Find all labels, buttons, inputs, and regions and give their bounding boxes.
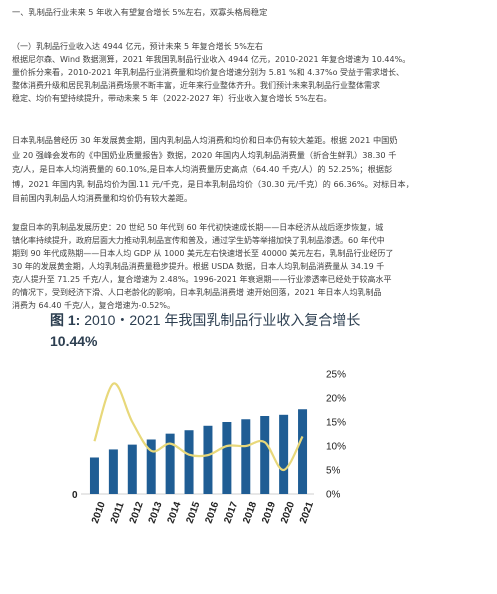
text-line: 消费为 64.40 千克/人，复合增速为-0.52%。 (12, 301, 175, 310)
revenue-bar (203, 425, 213, 494)
figure-label: 图 1: (50, 312, 85, 328)
revenue-bar (89, 457, 99, 494)
right-axis-tick-label: 25% (326, 370, 346, 381)
revenue-bar (108, 449, 118, 494)
right-axis-tick-label: 5% (326, 466, 341, 477)
revenue-bar (165, 433, 175, 494)
revenue-bar (146, 439, 156, 494)
x-axis-year-label: 2010 (90, 500, 108, 525)
text-line: 稳定、均价有望持续提升，带动未来 5 年（2022-2027 年）行业收入复合增… (12, 94, 332, 103)
x-axis-year-label: 2018 (241, 500, 259, 525)
x-axis-year-label: 2021 (298, 500, 316, 525)
section-heading: 一、乳制品行业未来 5 年收入有望复合增长 5%左右，双寡头格局稳定 (12, 7, 268, 17)
revenue-bar (279, 414, 289, 494)
figure-caption-line2: 10.44% (50, 333, 98, 349)
x-axis-year-label: 2013 (147, 500, 165, 525)
right-axis-tick-label: 10% (326, 442, 346, 453)
text-line: 复盘日本的乳制品发展历史：20 世纪 50 年代到 60 年代初快速成长期——日… (12, 223, 384, 232)
text-line: 克/人，是日本人均消费量的 60.10%,是日本人均消费量历史高点（64.40 … (12, 164, 393, 174)
paragraph-revenue: （一）乳制品行业收入达 4944 亿元，预计未来 5 年复合增长 5%左右 根据… (12, 40, 410, 105)
revenue-bar (127, 444, 137, 494)
x-axis-year-label: 2020 (279, 500, 297, 525)
text-line: 期到 90 年代成熟期——日本人均 GDP 从 1000 美元左右快速增长至 4… (12, 249, 394, 258)
text-line: 目前国内乳制品人均消费量和均价仍有较大差距。 (12, 193, 193, 203)
revenue-bar (260, 416, 270, 494)
text-line: 根据尼尔森、Wind 数据测算，2021 年我国乳制品行业收入 4944 亿元，… (12, 55, 411, 64)
subheading: （一）乳制品行业收入达 4944 亿元，预计未来 5 年复合增长 5%左右 (12, 42, 263, 51)
x-axis-year-label: 2017 (222, 500, 240, 525)
text-line: 克/人提升至 71.25 千克/人，复合增速为 2.48%。1996-2021 … (12, 275, 392, 284)
figure-caption: 2010・2021 年我国乳制品行业收入复合增长 (84, 312, 361, 328)
x-axis-year-label: 2012 (128, 500, 146, 525)
revenue-bar (298, 409, 308, 494)
text-line: 日本乳制品曾经历 30 年发展黄金期，国内乳制品人均消费和均价和日本仍有较大差距… (12, 135, 398, 145)
text-line: 的情况下，受到经济下滑、人口老龄化的影响，日本乳制品消费增 速开始回落，2021… (12, 288, 382, 297)
figure-title: 图 1: 2010・2021 年我国乳制品行业收入复合增长 10.44% (50, 310, 360, 352)
text-line: 镇化率持续提升，政府层面大力推动乳制品宣传和普及，通过学生奶等举措加快了乳制品渗… (12, 236, 385, 245)
x-axis-year-label: 2011 (109, 500, 127, 525)
paragraph-japan-history: 复盘日本的乳制品发展历史：20 世纪 50 年代到 60 年代初快速成长期——日… (12, 221, 394, 312)
revenue-bar (184, 430, 194, 494)
paragraph-japan-comparison: 日本乳制品曾经历 30 年发展黄金期，国内乳制品人均消费和均价和日本仍有较大差距… (12, 133, 414, 206)
revenue-bar (241, 419, 251, 494)
x-axis-year-label: 2016 (203, 500, 221, 525)
growth-rate-line (93, 382, 304, 472)
x-axis-year-label: 2015 (185, 500, 203, 525)
revenue-bar (222, 422, 232, 494)
text-line: 量价拆分来看，2010-2021 年乳制品行业消费量和均价复合增速分别为 5.8… (12, 68, 405, 77)
text-line: 业 20 强峰会发布的《中国奶业质量报告》数据，2020 年国内人均乳制品消费量… (12, 149, 397, 160)
text-line: 30 年的发展黄金期，人均乳制品消费量稳步提升。根据 USDA 数据，日本人均乳… (12, 262, 385, 271)
text-line: 整体消费升级和居民乳制品消费场景不断丰富，近年来行业整体齐升。我们预计未来乳制品… (12, 81, 380, 90)
right-axis-tick-label: 15% (326, 418, 346, 429)
text-line: 博，2021 年国内乳 制品均价为国.11 元/千克，是日本乳制品均价（30.3… (12, 178, 414, 189)
left-axis-tick-label: 0 (72, 490, 78, 501)
x-axis-year-label: 2019 (260, 500, 278, 525)
x-axis-year-label: 2014 (166, 500, 184, 525)
right-axis-tick-label: 20% (326, 394, 346, 405)
right-axis-tick-label: 0% (326, 490, 341, 501)
